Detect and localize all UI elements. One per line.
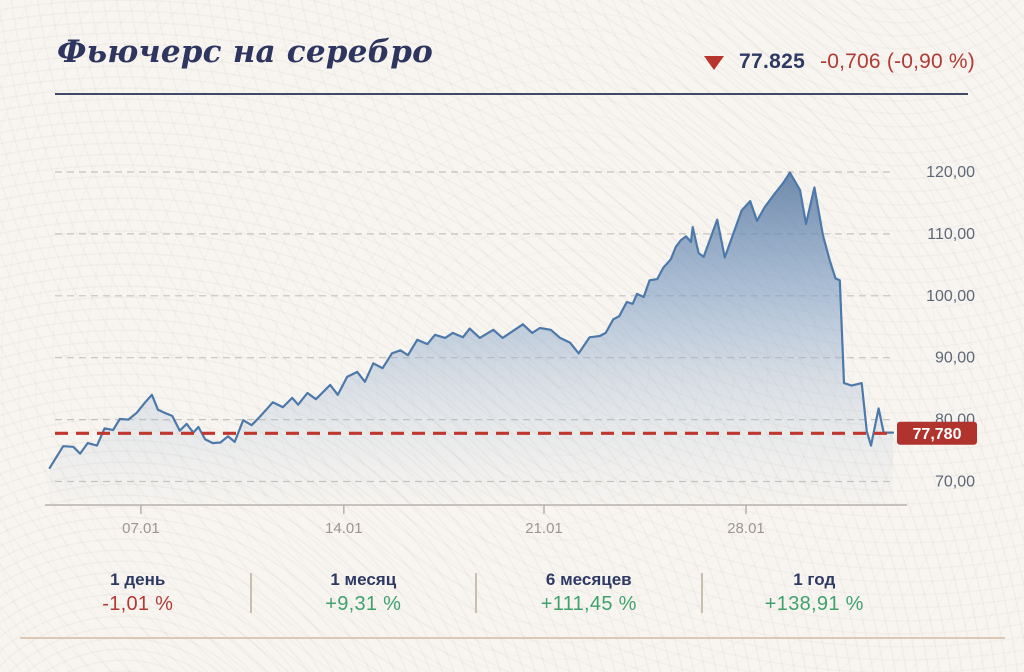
stat-value: +111,45 % — [540, 593, 637, 615]
price-change: -0,706 (-0,90 %) — [820, 50, 975, 73]
svg-text:110,00: 110,00 — [927, 226, 975, 243]
stat-cell-6months: 6 месяцев +111,45 % — [477, 562, 701, 624]
svg-text:28.01: 28.01 — [727, 520, 765, 537]
svg-text:77,780: 77,780 — [913, 426, 962, 443]
stat-label: 1 год — [793, 570, 836, 589]
stat-cell-1month: 1 месяц +9,31 % — [252, 562, 476, 624]
stat-value: -1,01 % — [102, 593, 174, 615]
stat-cell-1year: 1 год +138,91 % — [703, 562, 927, 624]
page-title: Фьючерс на серебро — [57, 34, 433, 70]
svg-text:21.01: 21.01 — [525, 520, 563, 537]
svg-text:90,00: 90,00 — [935, 350, 975, 367]
stat-divider — [249, 573, 252, 613]
svg-text:14.01: 14.01 — [325, 520, 363, 537]
stat-cell-1day: 1 день -1,01 % — [26, 562, 250, 624]
last-price: 77.825 — [739, 50, 806, 73]
header-divider — [55, 93, 968, 95]
down-triangle-icon — [704, 56, 725, 70]
stat-label: 6 месяцев — [545, 570, 632, 589]
stat-label: 1 день — [110, 570, 166, 589]
performance-stats: 1 день -1,01 % 1 месяц +9,31 % 6 месяцев… — [26, 562, 926, 624]
stat-divider — [475, 573, 477, 613]
svg-text:70,00: 70,00 — [935, 474, 975, 491]
price-quote: 77.825 -0,706 (-0,90 %) — [704, 50, 975, 74]
svg-text:100,00: 100,00 — [926, 288, 975, 305]
bottom-divider — [20, 637, 1005, 639]
stat-label: 1 месяц — [330, 570, 397, 589]
svg-text:07.01: 07.01 — [122, 520, 160, 537]
stat-divider — [700, 573, 703, 613]
svg-text:120,00: 120,00 — [926, 164, 975, 181]
stat-value: +138,91 % — [764, 593, 864, 615]
stat-value: +9,31 % — [325, 593, 402, 615]
